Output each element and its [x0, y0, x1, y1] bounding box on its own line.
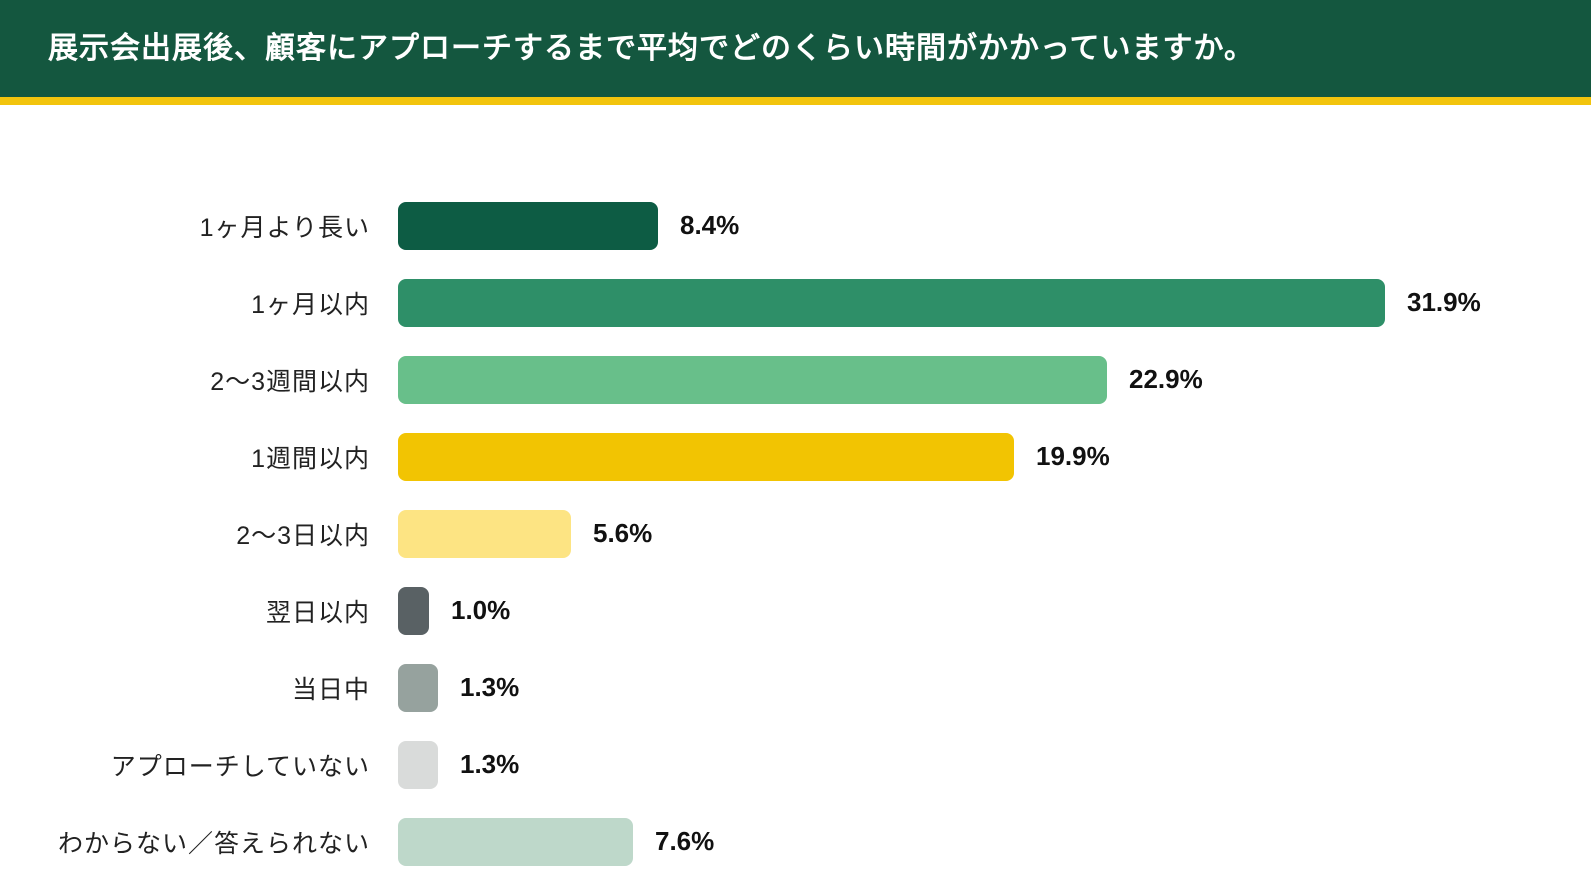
value-label: 1.3% [460, 672, 520, 702]
category-label: 当日中 [291, 675, 370, 704]
value-label: 7.6% [655, 826, 715, 856]
chart-row: 2〜3日以内 5.6% [0, 495, 1591, 572]
bar-chart: 1ヶ月より長い 8.4% 1ヶ月以内 31.9% 2〜3週間以内 22.9% 1週間以内 19… [0, 105, 1591, 880]
category-label: 2〜3日以内 [236, 521, 370, 550]
question-title: 展示会出展後、顧客にアプローチするまで平均でどのくらい時間がかかっていますか。 [48, 32, 1255, 65]
chart-row: 1週間以内 19.9% [0, 418, 1591, 495]
bar [398, 663, 438, 712]
category-label: アプローチしていない [110, 752, 370, 781]
chart-row: 2〜3週間以内 22.9% [0, 341, 1591, 418]
question-header: 展示会出展後、顧客にアプローチするまで平均でどのくらい時間がかかっていますか。 [0, 0, 1591, 97]
bar-track: 1.3% [398, 663, 1591, 712]
bar [398, 355, 1107, 404]
chart-row: 当日中 1.3% [0, 649, 1591, 726]
bar-track: 1.0% [398, 586, 1591, 635]
bar [398, 509, 571, 558]
bar-track: 5.6% [398, 509, 1591, 558]
bar [398, 201, 658, 250]
value-label: 19.9% [1036, 441, 1110, 471]
bar-track: 19.9% [398, 432, 1591, 481]
bar [398, 740, 438, 789]
category-label: 1ヶ月以内 [251, 290, 370, 319]
bar [398, 278, 1385, 327]
bar-track: 8.4% [398, 201, 1591, 250]
accent-stripe [0, 97, 1591, 105]
bar-track: 7.6% [398, 817, 1591, 866]
category-label: 1週間以内 [251, 444, 370, 473]
category-label: 1ヶ月より長い [199, 213, 370, 242]
chart-row: 1ヶ月以内 31.9% [0, 264, 1591, 341]
value-label: 8.4% [680, 210, 740, 240]
value-label: 1.3% [460, 749, 520, 779]
value-label: 5.6% [593, 518, 653, 548]
category-label: わからない／答えられない [57, 829, 370, 858]
category-label: 翌日以内 [265, 598, 370, 627]
chart-row: アプローチしていない 1.3% [0, 726, 1591, 803]
bar [398, 817, 633, 866]
category-label: 2〜3週間以内 [210, 367, 370, 396]
chart-row: 1ヶ月より長い 8.4% [0, 187, 1591, 264]
value-label: 22.9% [1129, 364, 1203, 394]
bar-track: 31.9% [398, 278, 1591, 327]
bar-track: 1.3% [398, 740, 1591, 789]
chart-row: 翌日以内 1.0% [0, 572, 1591, 649]
bar-track: 22.9% [398, 355, 1591, 404]
value-label: 31.9% [1407, 287, 1481, 317]
bar [398, 432, 1014, 481]
value-label: 1.0% [451, 595, 511, 625]
chart-row: わからない／答えられない 7.6% [0, 803, 1591, 880]
bar [398, 586, 429, 635]
